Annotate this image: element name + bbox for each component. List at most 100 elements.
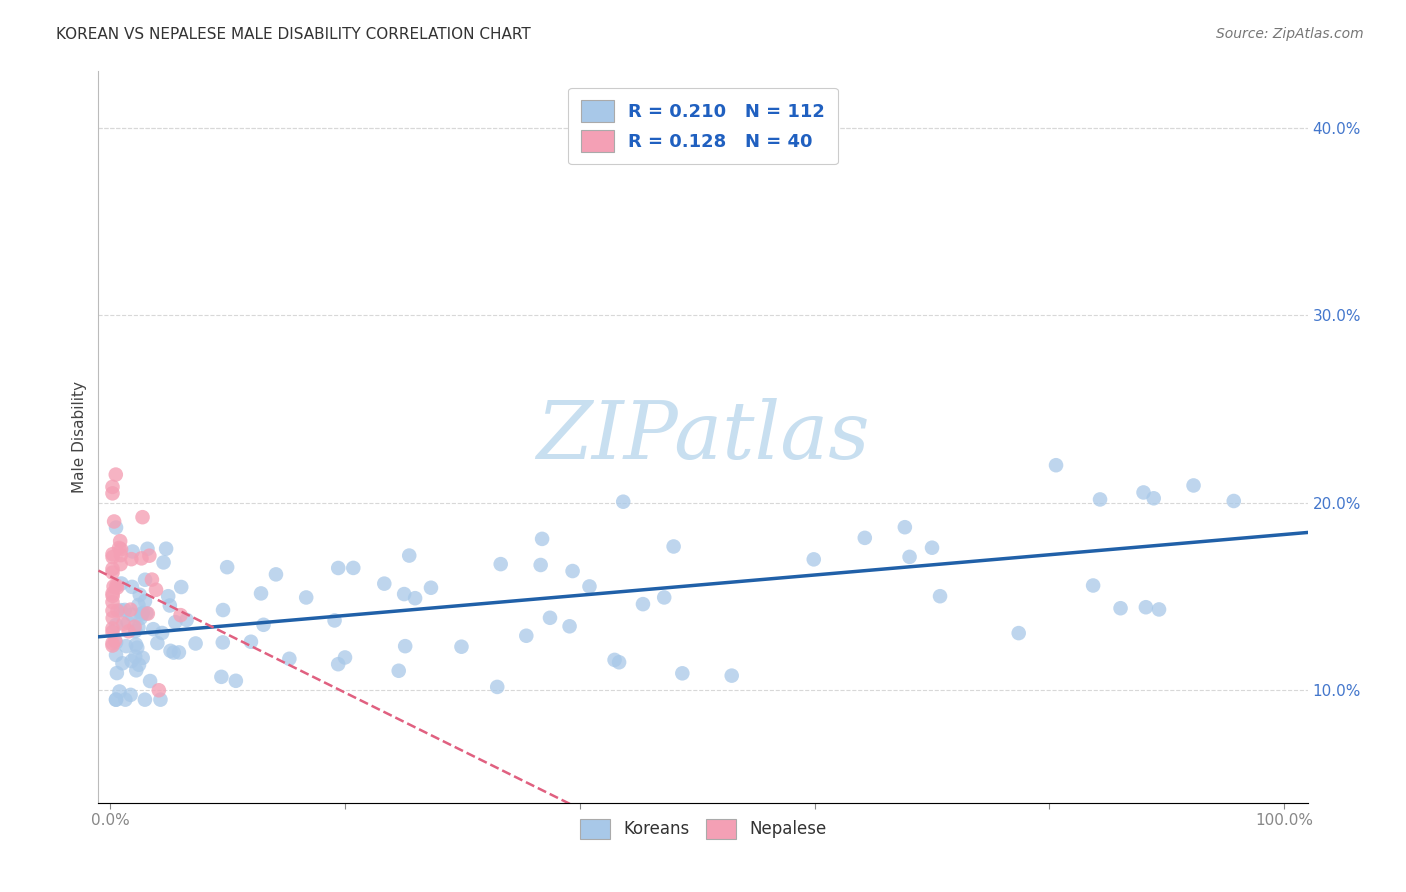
Point [114, 692, 136, 706]
Point [120, 688, 142, 702]
Point [105, 692, 128, 706]
Point [157, 589, 180, 603]
Point [127, 598, 149, 612]
Point [104, 467, 127, 482]
Point [124, 620, 146, 634]
Point [101, 586, 124, 600]
Point [125, 638, 148, 652]
Point [108, 534, 131, 549]
Point [134, 594, 156, 608]
Point [145, 582, 167, 597]
Point [1135, 600, 1157, 615]
Point [131, 607, 153, 622]
Point [662, 540, 685, 554]
Point [135, 607, 157, 621]
Point [101, 604, 124, 618]
Point [149, 692, 172, 706]
Point [225, 673, 247, 688]
Point [136, 607, 159, 621]
Point [921, 541, 943, 555]
Point [128, 588, 150, 602]
Text: ZIPatlas: ZIPatlas [536, 399, 870, 475]
Point [134, 692, 156, 706]
Point [252, 617, 274, 632]
Point [720, 668, 742, 682]
Point [101, 486, 124, 500]
Point [101, 625, 124, 640]
Point [239, 634, 262, 648]
Point [1088, 492, 1111, 507]
Point [159, 599, 181, 613]
Point [373, 576, 395, 591]
Legend: Koreans, Nepalese: Koreans, Nepalese [572, 812, 834, 846]
Point [131, 510, 153, 524]
Point [136, 541, 159, 556]
Point [420, 581, 443, 595]
Point [105, 692, 128, 706]
Text: KOREAN VS NEPALESE MALE DISABILITY CORRELATION CHART: KOREAN VS NEPALESE MALE DISABILITY CORRE… [56, 27, 531, 42]
Point [394, 639, 416, 653]
Point [561, 564, 583, 578]
Point [101, 611, 124, 625]
Point [103, 515, 125, 529]
Point [404, 591, 426, 606]
Point [108, 541, 131, 555]
Point [101, 589, 124, 603]
Point [612, 494, 634, 508]
Point [264, 567, 287, 582]
Point [101, 480, 124, 494]
Point [1008, 626, 1031, 640]
Point [110, 557, 132, 571]
Point [607, 655, 630, 669]
Point [128, 657, 150, 672]
Point [898, 549, 921, 564]
Point [853, 531, 876, 545]
Point [176, 613, 198, 627]
Point [127, 640, 149, 655]
Point [110, 542, 132, 557]
Point [138, 549, 160, 563]
Point [323, 614, 346, 628]
Point [110, 548, 132, 562]
Point [101, 562, 124, 576]
Point [131, 650, 153, 665]
Point [450, 640, 472, 654]
Point [631, 597, 654, 611]
Point [104, 633, 127, 648]
Point [118, 624, 141, 639]
Point [398, 549, 420, 563]
Point [250, 586, 273, 600]
Point [388, 664, 411, 678]
Point [1222, 494, 1244, 508]
Point [121, 607, 143, 622]
Point [124, 624, 146, 639]
Point [111, 657, 134, 671]
Point [124, 649, 146, 664]
Point [169, 608, 191, 623]
Point [105, 666, 128, 681]
Point [101, 595, 124, 609]
Point [295, 591, 318, 605]
Point [105, 635, 128, 649]
Point [152, 556, 174, 570]
Point [212, 603, 235, 617]
Y-axis label: Male Disability: Male Disability [72, 381, 87, 493]
Point [929, 589, 952, 603]
Point [141, 573, 163, 587]
Point [103, 580, 125, 594]
Point [342, 561, 364, 575]
Point [105, 581, 128, 595]
Point [1132, 485, 1154, 500]
Point [603, 653, 626, 667]
Point [101, 636, 124, 650]
Point [148, 683, 170, 698]
Point [105, 618, 128, 632]
Point [167, 645, 190, 659]
Point [105, 520, 128, 534]
Point [578, 579, 600, 593]
Point [115, 639, 138, 653]
Point [110, 603, 132, 617]
Point [146, 636, 169, 650]
Point [278, 652, 301, 666]
Point [217, 560, 239, 574]
